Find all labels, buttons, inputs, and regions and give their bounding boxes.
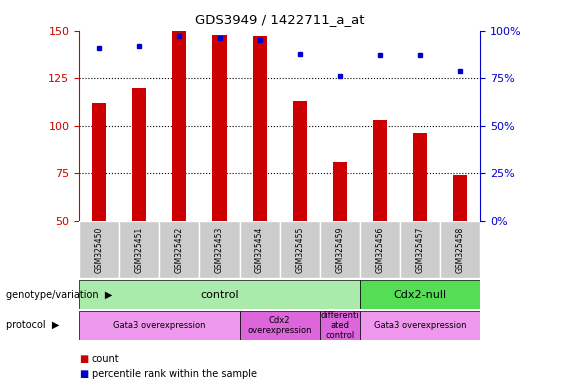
Text: GDS3949 / 1422711_a_at: GDS3949 / 1422711_a_at xyxy=(195,13,364,26)
Bar xyxy=(240,311,320,340)
Bar xyxy=(240,221,280,278)
Bar xyxy=(172,31,186,221)
Bar xyxy=(119,221,159,278)
Text: GSM325455: GSM325455 xyxy=(295,227,304,273)
Text: control: control xyxy=(200,290,239,300)
Text: Gata3 overexpression: Gata3 overexpression xyxy=(113,321,206,330)
Bar xyxy=(453,175,467,221)
Text: Cdx2-null: Cdx2-null xyxy=(393,290,447,300)
Text: GSM325457: GSM325457 xyxy=(416,227,424,273)
Bar xyxy=(360,280,480,309)
Text: Gata3 overexpression: Gata3 overexpression xyxy=(374,321,466,330)
Text: count: count xyxy=(92,354,119,364)
Bar xyxy=(199,221,240,278)
Text: percentile rank within the sample: percentile rank within the sample xyxy=(92,369,257,379)
Text: Cdx2
overexpression: Cdx2 overexpression xyxy=(247,316,312,335)
Bar xyxy=(79,280,360,309)
Text: ■: ■ xyxy=(79,354,88,364)
Text: GSM325452: GSM325452 xyxy=(175,227,184,273)
Bar xyxy=(360,311,480,340)
Bar xyxy=(132,88,146,221)
Bar xyxy=(320,221,360,278)
Text: GSM325456: GSM325456 xyxy=(376,227,384,273)
Text: GSM325450: GSM325450 xyxy=(95,227,103,273)
Text: differenti
ated
control: differenti ated control xyxy=(320,311,359,340)
Text: GSM325451: GSM325451 xyxy=(135,227,144,273)
Bar xyxy=(400,221,440,278)
Bar xyxy=(320,311,360,340)
Bar xyxy=(333,162,347,221)
Text: genotype/variation  ▶: genotype/variation ▶ xyxy=(6,290,112,300)
Text: GSM325459: GSM325459 xyxy=(336,227,344,273)
Bar xyxy=(293,101,307,221)
Bar xyxy=(253,36,267,221)
Bar xyxy=(79,221,119,278)
Bar xyxy=(440,221,480,278)
Text: ■: ■ xyxy=(79,369,88,379)
Bar xyxy=(360,221,400,278)
Text: GSM325453: GSM325453 xyxy=(215,227,224,273)
Bar xyxy=(413,133,427,221)
Bar xyxy=(373,120,387,221)
Bar xyxy=(92,103,106,221)
Text: GSM325454: GSM325454 xyxy=(255,227,264,273)
Bar xyxy=(159,221,199,278)
Text: GSM325458: GSM325458 xyxy=(456,227,464,273)
Bar xyxy=(280,221,320,278)
Text: protocol  ▶: protocol ▶ xyxy=(6,320,59,331)
Bar xyxy=(212,35,227,221)
Bar xyxy=(79,311,240,340)
